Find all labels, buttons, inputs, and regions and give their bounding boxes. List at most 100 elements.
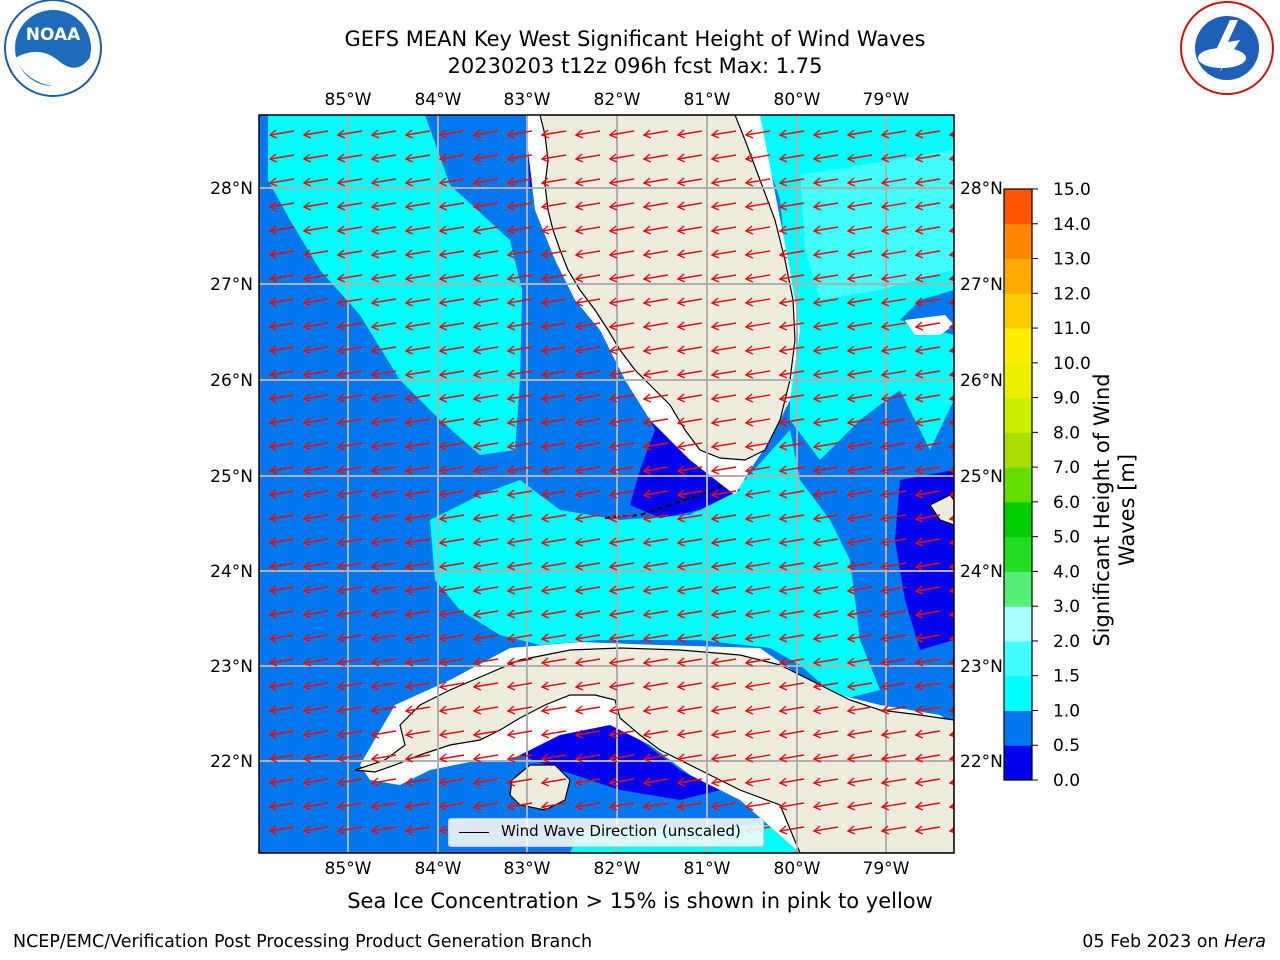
- wave-direction-arrowhead: [370, 609, 380, 619]
- wave-direction-arrowhead: [506, 417, 516, 427]
- wave-direction-arrowhead: [948, 610, 954, 618]
- wave-direction-arrowhead: [812, 561, 822, 571]
- wave-direction-arrowhead: [438, 129, 448, 139]
- wave-direction-arrow: [541, 706, 567, 712]
- wave-direction-arrow: [269, 730, 295, 736]
- wave-direction-arrowhead: [744, 465, 754, 475]
- wave-direction-arrowhead: [336, 273, 346, 283]
- wave-direction-arrow: [813, 778, 839, 784]
- wave-direction-arrowhead: [404, 201, 414, 211]
- wave-direction-arrowhead: [846, 417, 856, 427]
- wave-direction-arrowhead: [812, 297, 822, 307]
- wave-direction-arrow: [337, 538, 363, 544]
- wave-direction-arrowhead: [880, 585, 890, 595]
- map-legend: Wind Wave Direction (unscaled): [448, 818, 764, 847]
- wave-direction-arrow: [269, 610, 295, 616]
- wave-direction-arrowhead: [812, 393, 822, 403]
- wave-direction-arrowhead: [438, 657, 448, 667]
- wave-direction-arrowhead: [370, 681, 380, 691]
- wave-direction-arrow: [575, 634, 601, 640]
- wave-direction-arrowhead: [642, 177, 652, 187]
- wave-direction-arrow: [745, 682, 771, 688]
- cuba-land: [354, 647, 954, 853]
- wave-direction-arrow: [303, 130, 329, 136]
- wave-direction-arrow: [507, 322, 533, 328]
- wave-direction-arrowhead: [268, 201, 278, 211]
- wave-direction-arrow: [269, 418, 295, 424]
- wave-direction-arrow: [439, 682, 465, 688]
- wave-direction-arrowhead: [438, 417, 448, 427]
- wave-direction-arrow: [745, 634, 771, 640]
- wave-direction-arrow: [337, 826, 363, 832]
- wave-direction-arrowhead: [574, 729, 584, 739]
- wave-direction-arrowhead: [846, 705, 856, 715]
- wave-direction-arrowhead: [880, 537, 890, 547]
- wave-direction-arrow: [337, 418, 363, 424]
- lon-label: 85°W: [325, 859, 372, 879]
- wave-direction-arrowhead: [642, 777, 652, 787]
- colorbar-tick-label: 10.0: [1053, 354, 1091, 374]
- wave-direction-arrow: [779, 730, 805, 736]
- wave-direction-arrowhead: [506, 801, 516, 811]
- wave-direction-arrowhead: [744, 753, 754, 763]
- wave-direction-arrow: [439, 418, 465, 424]
- wave-direction-arrowhead: [438, 729, 448, 739]
- wave-direction-arrowhead: [744, 729, 754, 739]
- wave-direction-arrowhead: [540, 753, 550, 763]
- wave-direction-arrow: [609, 658, 635, 664]
- wave-direction-arrowhead: [778, 609, 788, 619]
- wave-direction-arrowhead: [846, 585, 856, 595]
- wave-direction-arrow: [507, 586, 533, 592]
- wave-direction-arrowhead: [608, 249, 618, 259]
- wave-direction-arrow: [813, 274, 839, 280]
- wave-direction-arrowhead: [506, 465, 516, 475]
- wave-direction-arrow: [337, 730, 363, 736]
- wave-direction-arrow: [813, 634, 839, 640]
- wave-direction-arrowhead: [914, 705, 924, 715]
- wave-direction-arrowhead: [608, 585, 618, 595]
- wave-direction-arrow: [371, 490, 397, 496]
- wave-direction-arrow: [303, 394, 329, 400]
- wave-direction-arrowhead: [948, 226, 954, 234]
- wave-direction-arrow: [405, 202, 431, 208]
- wave-direction-arrowhead: [506, 201, 516, 211]
- wave-direction-arrow: [541, 394, 567, 400]
- wave-direction-arrowhead: [710, 225, 720, 235]
- wave-direction-arrow: [813, 202, 839, 208]
- wave-direction-arrow: [473, 466, 499, 472]
- wave-direction-arrowhead: [336, 369, 346, 379]
- wave-direction-arrowhead: [880, 321, 890, 331]
- wave-direction-arrow: [847, 706, 873, 712]
- wave-direction-arrow: [813, 658, 839, 664]
- wave-direction-arrow: [541, 562, 567, 568]
- wave-direction-arrowhead: [914, 297, 924, 307]
- wave-direction-arrowhead: [608, 297, 618, 307]
- wave-direction-arrow: [405, 562, 431, 568]
- wave-direction-arrowhead: [336, 753, 346, 763]
- colorbar-tick-label: 0.0: [1053, 771, 1080, 791]
- wave-direction-arrow: [643, 466, 669, 472]
- wave-direction-arrow: [439, 130, 465, 136]
- wave-direction-arrow: [303, 826, 329, 832]
- wave-direction-arrow: [813, 562, 839, 568]
- wave-direction-arrow: [711, 250, 737, 256]
- wave-direction-arrowhead: [642, 753, 652, 763]
- wave-direction-arrow: [779, 202, 805, 208]
- wave-direction-arrowhead: [914, 345, 924, 355]
- wave-direction-arrowhead: [370, 273, 380, 283]
- wave-direction-arrow: [779, 754, 805, 760]
- wave-direction-arrowhead: [540, 729, 550, 739]
- wave-direction-arrow: [745, 226, 771, 232]
- lat-label: 25°N: [960, 467, 1003, 487]
- wave-direction-arrow: [507, 754, 533, 760]
- wave-direction-arrowhead: [744, 177, 754, 187]
- wave-direction-arrowhead: [812, 345, 822, 355]
- lat-label: 26°N: [210, 371, 253, 391]
- wave-direction-arrowhead: [438, 273, 448, 283]
- wave-direction-arrow: [677, 610, 703, 616]
- wave-direction-arrow: [405, 178, 431, 184]
- wave-direction-arrow: [405, 706, 431, 712]
- wave-direction-arrowhead: [608, 321, 618, 331]
- wave-direction-arrow: [643, 562, 669, 568]
- nws-logo: [1180, 1, 1274, 95]
